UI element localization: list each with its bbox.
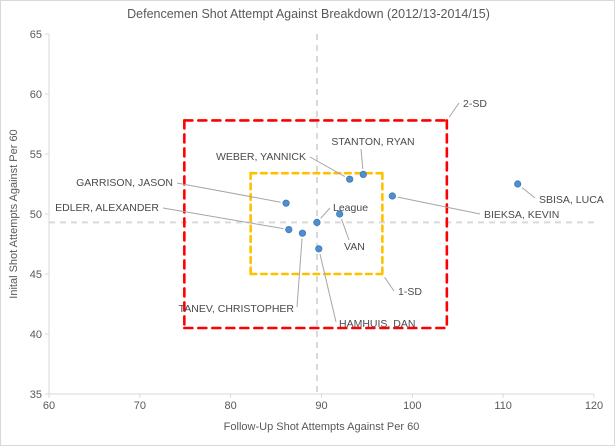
2-sd-label: 2-SD xyxy=(463,98,487,110)
league-leader-line xyxy=(320,207,331,219)
x-tick-label: 60 xyxy=(43,400,55,412)
point-label-stanton-ryan: STANTON, RYAN xyxy=(331,136,414,148)
hamhuis-dan-leader-line xyxy=(319,254,337,323)
data-point-bieksa-kevin[interactable] xyxy=(388,192,396,200)
point-label-garrison-jason: GARRISON, JASON xyxy=(76,177,173,189)
stanton-ryan-leader-line xyxy=(360,148,364,169)
data-point-league[interactable] xyxy=(313,218,321,226)
point-label-league: League xyxy=(333,202,368,214)
x-tick-label: 100 xyxy=(403,400,421,412)
x-tick-label: 120 xyxy=(585,400,603,412)
point-label-edler-alexander: EDLER, ALEXANDER xyxy=(55,202,159,214)
tanev-christopher-leader-line xyxy=(296,238,303,308)
data-point-van[interactable] xyxy=(336,210,344,218)
y-tick-label: 35 xyxy=(30,389,42,401)
x-tick-label: 80 xyxy=(225,400,237,412)
data-point-garrison-jason[interactable] xyxy=(282,199,290,207)
point-label-tanev-christopher: TANEV, CHRISTOPHER xyxy=(179,303,295,315)
1-sd-leader-line xyxy=(384,277,395,292)
x-tick-label: 90 xyxy=(315,400,327,412)
data-point-hamhuis-dan[interactable] xyxy=(315,245,323,253)
y-tick-label: 40 xyxy=(30,329,42,341)
sbisa-luca-leader-line xyxy=(521,187,536,199)
bieksa-kevin-leader-line xyxy=(397,196,481,215)
point-label-hamhuis-dan: HAMHUIS, DAN xyxy=(339,318,415,330)
garrison-jason-leader-line xyxy=(176,182,281,203)
2-sd-leader-line xyxy=(448,102,460,118)
y-axis-title: Inital Shot Attempts Against Per 60 xyxy=(8,129,20,299)
point-label-weber-yannick: WEBER, YANNICK xyxy=(216,151,306,163)
y-tick-label: 65 xyxy=(30,29,42,41)
van-leader-line xyxy=(341,219,350,241)
edler-alexander-leader-line xyxy=(162,207,284,230)
y-tick-label: 50 xyxy=(30,209,42,221)
data-point-sbisa-luca[interactable] xyxy=(514,180,522,188)
chart-title: Defencemen Shot Attempt Against Breakdow… xyxy=(127,7,490,21)
data-point-edler-alexander[interactable] xyxy=(285,226,293,234)
y-tick-label: 60 xyxy=(30,89,42,101)
data-point-weber-yannick[interactable] xyxy=(346,175,354,183)
data-point-stanton-ryan[interactable] xyxy=(359,170,367,178)
point-label-sbisa-luca: SBISA, LUCA xyxy=(539,194,604,206)
y-tick-label: 55 xyxy=(30,149,42,161)
1-sd-label: 1-SD xyxy=(398,286,422,298)
x-tick-label: 110 xyxy=(494,400,512,412)
point-label-van: VAN xyxy=(344,241,365,253)
weber-yannick-leader-line xyxy=(309,156,346,177)
data-point-tanev-christopher[interactable] xyxy=(298,229,307,237)
y-tick-label: 45 xyxy=(30,269,42,281)
point-label-bieksa-kevin: BIEKSA, KEVIN xyxy=(484,209,559,221)
x-tick-label: 70 xyxy=(134,400,146,412)
x-axis-title: Follow-Up Shot Attempts Against Per 60 xyxy=(223,421,420,433)
